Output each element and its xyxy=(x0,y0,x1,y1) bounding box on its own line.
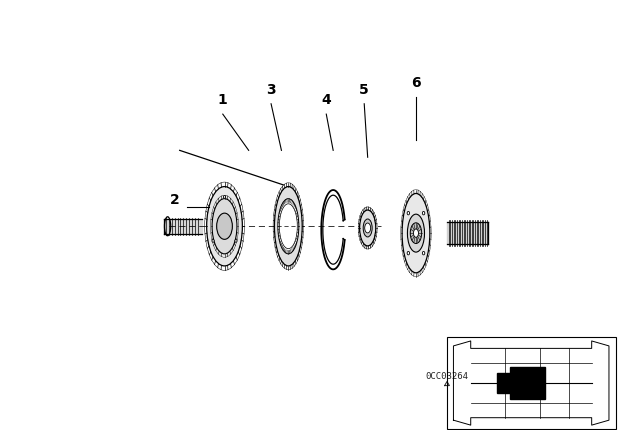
Ellipse shape xyxy=(413,229,419,237)
Ellipse shape xyxy=(363,219,372,237)
Ellipse shape xyxy=(422,251,425,255)
Ellipse shape xyxy=(223,195,226,198)
Bar xyxy=(497,373,514,393)
Ellipse shape xyxy=(217,213,232,239)
Ellipse shape xyxy=(275,186,302,266)
Text: 1: 1 xyxy=(218,93,228,107)
Text: 5: 5 xyxy=(359,83,369,97)
Ellipse shape xyxy=(280,204,298,249)
Ellipse shape xyxy=(365,223,371,233)
Text: 6: 6 xyxy=(411,76,420,90)
Ellipse shape xyxy=(212,198,237,254)
Ellipse shape xyxy=(235,240,237,242)
Ellipse shape xyxy=(407,251,410,255)
Text: 0CC03264: 0CC03264 xyxy=(426,372,468,381)
Ellipse shape xyxy=(278,198,299,254)
Text: 4: 4 xyxy=(321,93,331,107)
Ellipse shape xyxy=(207,186,243,266)
Ellipse shape xyxy=(408,214,424,252)
Ellipse shape xyxy=(422,211,425,215)
Ellipse shape xyxy=(407,211,410,215)
Ellipse shape xyxy=(360,210,376,246)
Ellipse shape xyxy=(212,240,214,242)
Ellipse shape xyxy=(402,194,430,273)
Bar xyxy=(511,367,545,399)
Text: 2: 2 xyxy=(170,193,179,207)
Text: 3: 3 xyxy=(266,83,276,97)
Ellipse shape xyxy=(410,223,422,244)
